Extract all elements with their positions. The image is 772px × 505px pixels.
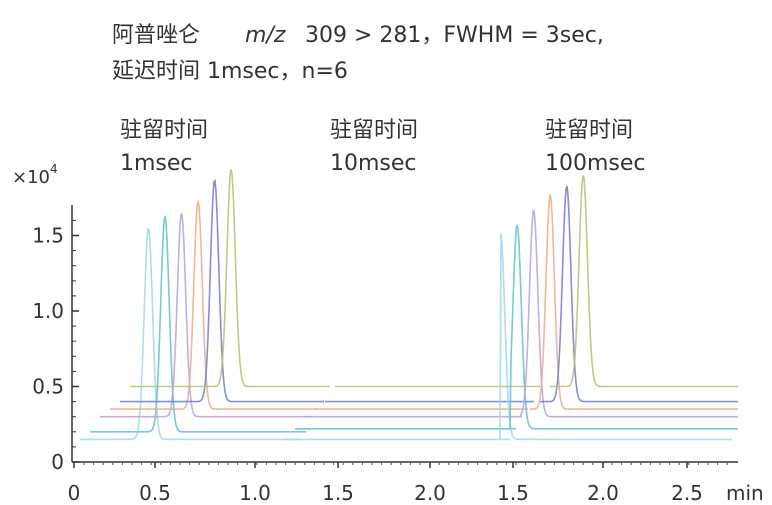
peak-trace bbox=[509, 224, 738, 430]
x-tick-label: 2.5 bbox=[671, 481, 703, 505]
x-tick-label: 1.5 bbox=[497, 481, 529, 505]
title-mz: m/z bbox=[245, 23, 286, 48]
peak-trace bbox=[90, 215, 306, 433]
x-axis-unit: min bbox=[726, 481, 764, 505]
panel3-label-line1: 驻留时间 bbox=[545, 118, 633, 143]
panel1-label-line1: 驻留时间 bbox=[120, 118, 208, 143]
title-transition: 309 > 281，FWHM = 3sec, bbox=[305, 23, 604, 48]
x-tick-label: 2.0 bbox=[414, 481, 446, 505]
title-line2: 延迟时间 1msec，n=6 bbox=[112, 59, 348, 84]
y-tick-label: 0 bbox=[51, 450, 64, 474]
panel3-label-line2: 100msec bbox=[545, 151, 646, 176]
peak-trace bbox=[130, 169, 330, 388]
y-tick-label: 1.0 bbox=[32, 299, 64, 323]
peak-trace bbox=[100, 213, 312, 418]
peak-trace bbox=[550, 175, 738, 388]
panel2-label-line1: 驻留时间 bbox=[330, 118, 418, 143]
peak-trace bbox=[499, 233, 732, 441]
peak-trace bbox=[120, 178, 324, 403]
y-tick-label: 1.5 bbox=[32, 224, 64, 248]
peak-trace bbox=[519, 208, 738, 418]
title-compound: 阿普唑仑 bbox=[112, 23, 200, 48]
peak-trace bbox=[530, 194, 738, 410]
peak-trace bbox=[80, 227, 300, 441]
x-tick-label: 1.0 bbox=[239, 481, 271, 505]
x-tick-label: 2.0 bbox=[587, 481, 619, 505]
peak-trace bbox=[540, 185, 738, 403]
peak-trace bbox=[110, 200, 318, 410]
x-tick-label: 0 bbox=[68, 481, 81, 505]
panel2-label-line2: 10msec bbox=[330, 151, 417, 176]
y-multiplier-exponent: 4 bbox=[50, 162, 58, 176]
panel1-label-line2: 1msec bbox=[120, 151, 193, 176]
x-tick-label: 0.5 bbox=[139, 481, 171, 505]
y-tick-label: 0.5 bbox=[32, 375, 64, 399]
x-tick-label: 1.5 bbox=[322, 481, 354, 505]
y-multiplier: ×10 bbox=[12, 167, 50, 188]
